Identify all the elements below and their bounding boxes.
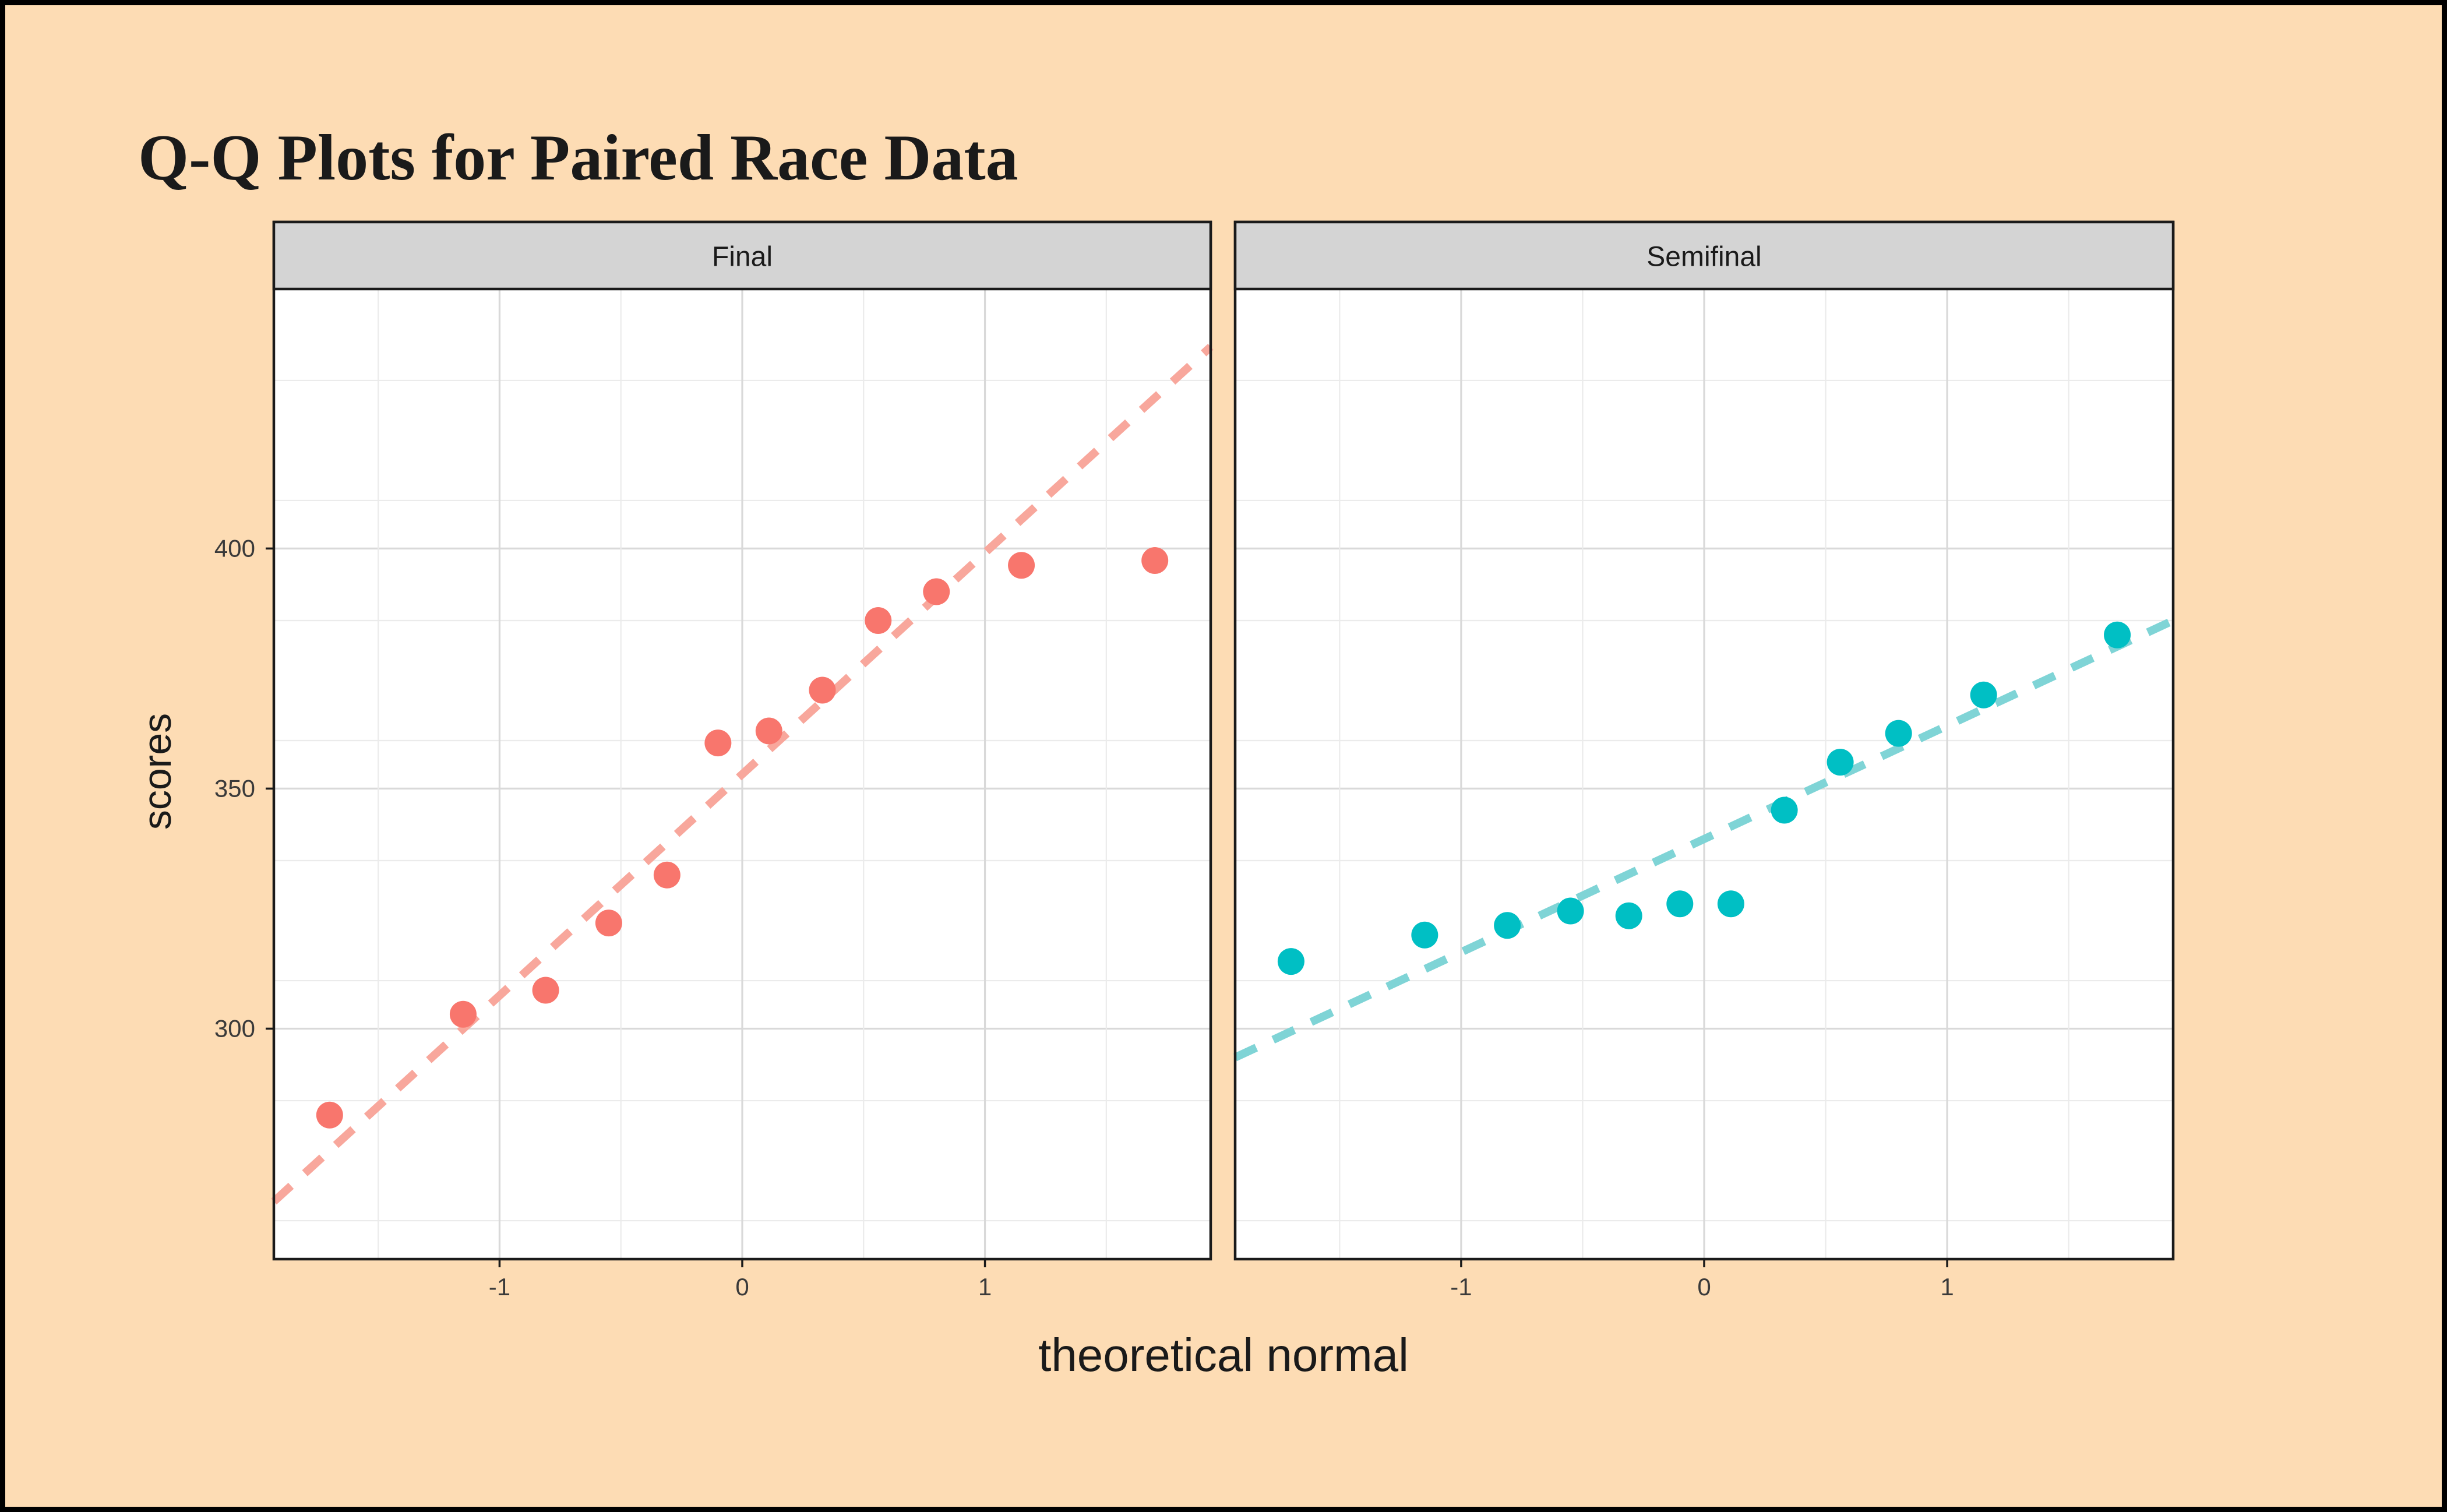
svg-text:0: 0: [735, 1273, 749, 1300]
svg-text:Final: Final: [712, 242, 773, 273]
svg-text:1: 1: [978, 1273, 992, 1300]
svg-text:theoretical normal: theoretical normal: [1038, 1329, 1409, 1381]
svg-text:350: 350: [214, 774, 255, 802]
svg-text:300: 300: [214, 1014, 255, 1042]
svg-text:-1: -1: [1450, 1273, 1472, 1300]
svg-text:-1: -1: [489, 1273, 510, 1300]
svg-text:1: 1: [1940, 1273, 1954, 1300]
svg-text:0: 0: [1697, 1273, 1711, 1300]
svg-text:Semifinal: Semifinal: [1646, 242, 1761, 273]
svg-text:400: 400: [214, 534, 255, 562]
svg-text:scores: scores: [135, 713, 179, 830]
